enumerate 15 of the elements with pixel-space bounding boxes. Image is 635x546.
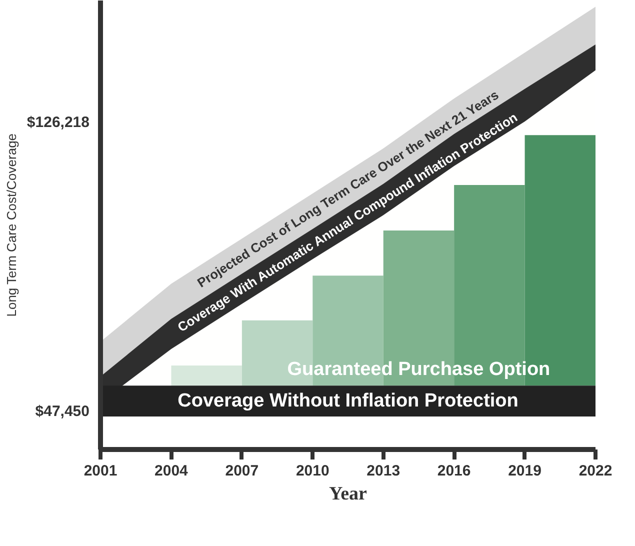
x-axis-title: Year <box>329 484 368 504</box>
x-tick-label: 2022 <box>578 462 612 480</box>
x-tick-label: 2016 <box>437 462 471 480</box>
x-tick-label: 2001 <box>84 462 118 480</box>
x-tick-label: 2019 <box>508 462 542 480</box>
series-label: Guaranteed Purchase Option <box>287 359 550 380</box>
x-tick-label: 2010 <box>296 462 330 480</box>
y-tick-label: $126,218 <box>26 114 90 132</box>
bar <box>171 365 242 386</box>
x-tick-label: 2007 <box>225 462 259 480</box>
y-tick-label: $47,450 <box>35 403 90 420</box>
x-tick-label: 2004 <box>154 462 189 480</box>
series-label: Coverage Without Inflation Protection <box>178 390 518 412</box>
x-tick-label: 2013 <box>366 462 400 480</box>
y-axis-title: Long Term Care Cost/Coverage <box>4 133 19 317</box>
